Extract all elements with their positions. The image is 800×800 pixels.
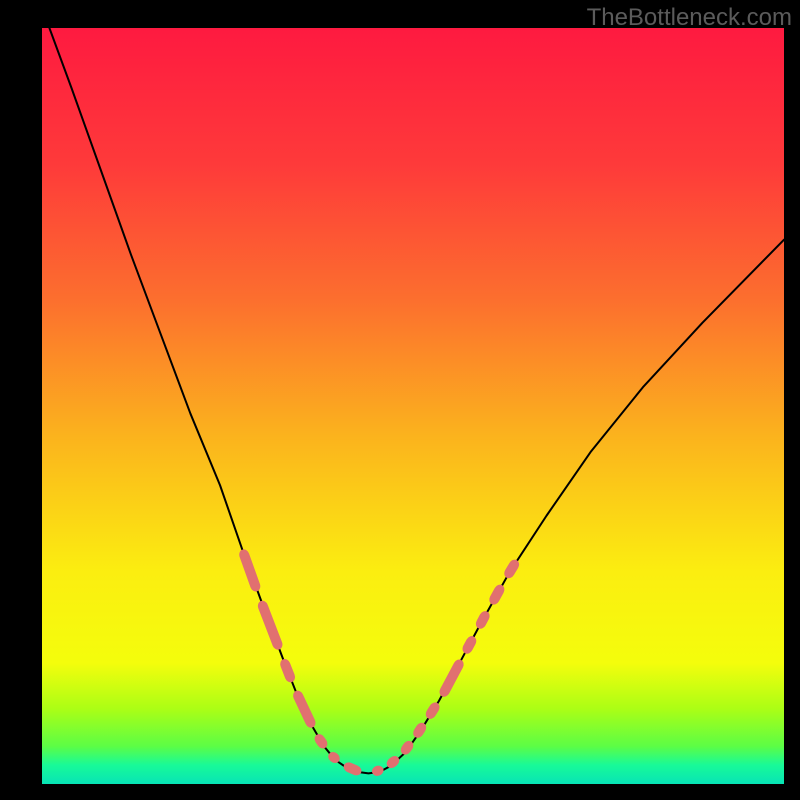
plot-area (42, 28, 784, 784)
watermark-text: TheBottleneck.com (587, 4, 792, 32)
chart-frame: TheBottleneck.com (0, 0, 800, 800)
gradient-background (42, 28, 784, 784)
plot-svg (42, 28, 784, 784)
